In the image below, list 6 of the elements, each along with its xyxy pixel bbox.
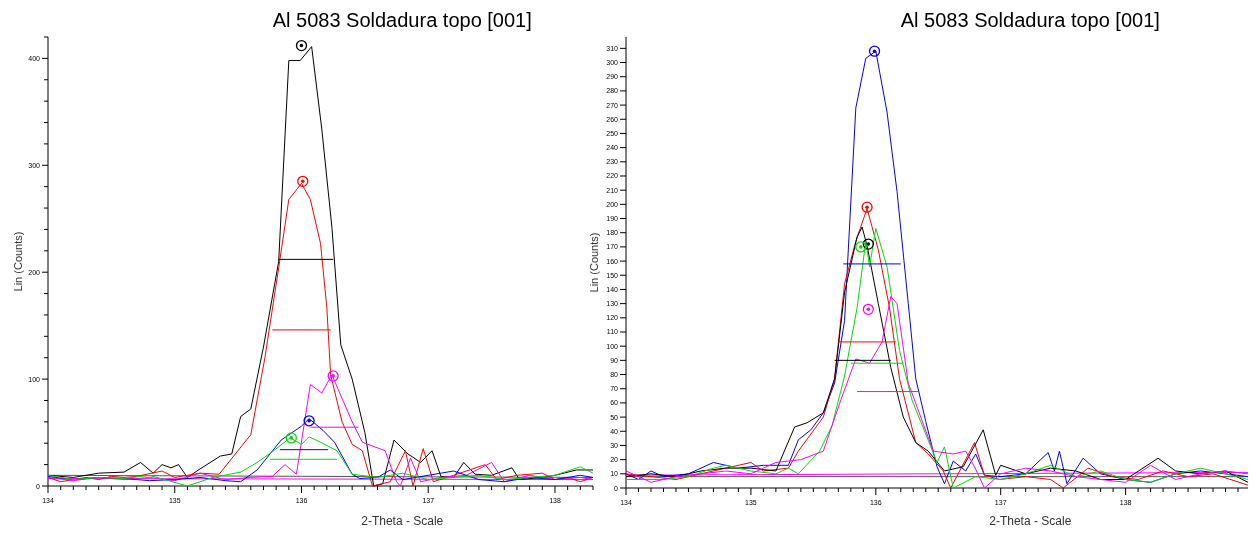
y-axis-title: Lin (Counts) bbox=[12, 231, 24, 292]
chart-title: Al 5083 Soldadura topo [001] bbox=[900, 9, 1160, 31]
y-axis-title: Lin (Counts) bbox=[588, 232, 600, 293]
x-axis-title: 2-Theta - Scale bbox=[989, 514, 1072, 528]
chart-title: Al 5083 Soldadura topo [001] bbox=[272, 9, 532, 31]
x-axis-title: 2-Theta - Scale bbox=[361, 514, 444, 528]
